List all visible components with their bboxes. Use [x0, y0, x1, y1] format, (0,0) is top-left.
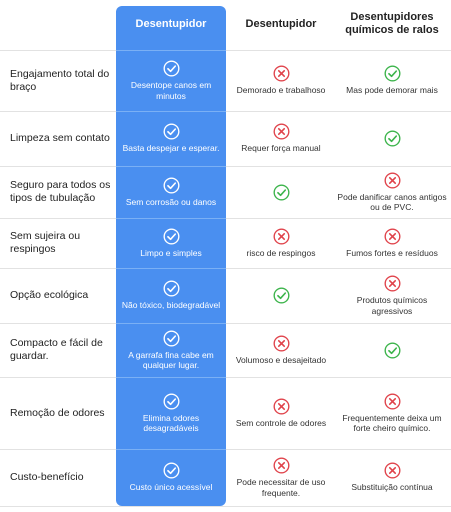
column-header-desentupidor: Desentupidor — [245, 17, 317, 30]
cross-icon — [273, 398, 289, 415]
cross-icon — [384, 462, 400, 479]
cell-text: Desentope canos em minutos — [130, 80, 212, 101]
cell-text: Volumoso e desajeitado — [235, 354, 327, 365]
table-cell: Basta despejar e esperar. — [116, 111, 226, 166]
check-icon — [384, 65, 400, 82]
highlight-divider — [116, 111, 226, 112]
row-label: Engajamento total do braço — [10, 67, 110, 93]
cell-text: A garrafa fina cabe em qualquer lugar. — [128, 349, 214, 371]
check-icon — [273, 184, 289, 200]
check-icon — [163, 60, 179, 77]
table-cell: Demorado e trabalhoso — [228, 50, 334, 111]
table-cell — [336, 111, 448, 166]
row-divider — [0, 506, 451, 507]
check-icon — [163, 123, 179, 140]
cross-icon — [273, 65, 289, 82]
check-icon — [163, 280, 179, 297]
cell-text: Substituição contínua — [351, 482, 433, 493]
row-label: Custo-benefício — [10, 471, 84, 483]
cross-icon — [384, 228, 400, 245]
highlight-divider — [116, 50, 226, 51]
table-cell — [336, 323, 448, 377]
table-cell: Frequentemente deixa um forte cheiro quí… — [336, 377, 448, 449]
row-label: Seguro para todos os tipos de tubulação — [10, 179, 111, 204]
table-cell — [228, 268, 334, 323]
table-cell: Elimina odores desagradáveis — [116, 377, 226, 449]
cross-icon — [384, 393, 400, 409]
table-cell: Sem corrosão ou danos — [116, 166, 226, 218]
highlight-divider — [116, 268, 226, 269]
cell-text: Sem corrosão ou danos — [125, 196, 217, 207]
row-label: Compacto e fácil de guardar. — [10, 337, 103, 362]
cross-icon — [384, 275, 400, 292]
column-header-chemical: Desentupidores químicos de ralos — [345, 11, 439, 36]
check-icon — [163, 177, 179, 194]
table-cell: Não tóxico, biodegradável — [116, 268, 226, 323]
check-icon — [384, 342, 400, 358]
table-cell: Pode danificar canos antigos ou de PVC. — [336, 166, 448, 218]
row-label: Limpeza sem contato — [10, 132, 110, 144]
table-cell: Fumos fortes e resíduos — [336, 218, 448, 268]
highlight-divider — [116, 449, 226, 450]
cell-text: Não tóxico, biodegradável — [121, 300, 221, 311]
row-label: Sem sujeira ou respingos — [10, 230, 81, 255]
highlight-divider — [116, 166, 226, 167]
check-icon — [163, 462, 179, 479]
column-header-desentupidor-highlighted: Desentupidor — [135, 17, 207, 30]
cell-text: Custo único acessível — [129, 482, 213, 493]
row-label: Remoção de odores — [10, 406, 105, 419]
table-cell: risco de respingos — [228, 218, 334, 268]
table-cell: A garrafa fina cabe em qualquer lugar. — [116, 323, 226, 377]
check-icon — [163, 330, 179, 346]
cell-text: Pode necessitar de uso frequente. — [236, 477, 326, 498]
check-icon — [163, 393, 179, 409]
cross-icon — [273, 228, 289, 245]
cell-text: Basta despejar e esperar. — [122, 143, 220, 154]
table-cell: Mas pode demorar mais — [336, 50, 448, 111]
table-cell: Custo único acessível — [116, 449, 226, 506]
table-cell: Limpo e simples — [116, 218, 226, 268]
table-cell: Sem controle de odores — [228, 377, 334, 449]
cell-text: Pode danificar canos antigos ou de PVC. — [337, 191, 447, 213]
cell-text: Frequentemente deixa um forte cheiro quí… — [342, 412, 442, 434]
table-cell: Volumoso e desajeitado — [228, 323, 334, 377]
table-cell: Pode necessitar de uso frequente. — [228, 449, 334, 506]
cross-icon — [273, 457, 289, 474]
cell-text: Elimina odores desagradáveis — [142, 412, 200, 434]
check-icon — [163, 228, 179, 245]
cell-text: Demorado e trabalhoso — [236, 85, 326, 96]
table-cell: Requer força manual — [228, 111, 334, 166]
highlight-divider — [116, 377, 226, 378]
cell-text: Fumos fortes e resíduos — [346, 247, 438, 258]
table-cell: Produtos químicos agressivos — [336, 268, 448, 323]
check-icon — [273, 287, 289, 304]
check-icon — [384, 130, 400, 147]
cell-text: risco de respingos — [246, 247, 316, 258]
cell-text: Requer força manual — [241, 143, 321, 154]
highlight-divider — [116, 323, 226, 324]
cell-text: Produtos químicos agressivos — [356, 295, 428, 316]
highlight-divider — [116, 218, 226, 219]
cross-icon — [273, 335, 289, 352]
table-cell: Desentope canos em minutos — [116, 50, 226, 111]
cell-text: Mas pode demorar mais — [346, 85, 438, 96]
cross-icon — [384, 172, 400, 188]
row-label: Opção ecológica — [10, 289, 89, 301]
table-cell — [228, 166, 334, 218]
cell-text: Sem controle de odores — [235, 417, 327, 428]
cell-text: Limpo e simples — [140, 247, 202, 258]
highlighted-column — [116, 6, 226, 506]
cross-icon — [273, 123, 289, 140]
table-cell: Substituição contínua — [336, 449, 448, 506]
